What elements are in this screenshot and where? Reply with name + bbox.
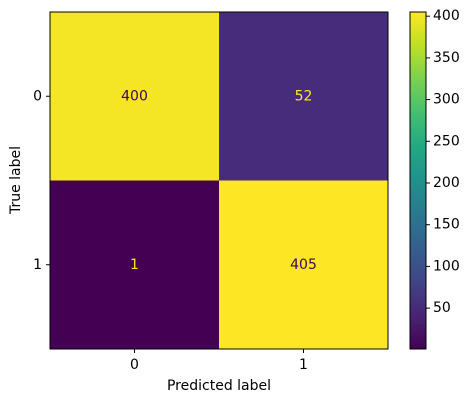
cell — [219, 180, 388, 349]
plot-frame — [49, 11, 389, 350]
cell — [219, 12, 388, 181]
x-tick-label: 1 — [299, 357, 308, 373]
y-tick-label: 0 — [33, 88, 42, 104]
y-tick-label: 1 — [33, 257, 42, 273]
colorbar-tick-label: 50 — [433, 300, 451, 316]
colorbar-tick-label: 150 — [433, 217, 460, 233]
colorbar-tick-label: 300 — [433, 92, 460, 108]
x-axis-label: Predicted label — [167, 378, 271, 394]
cell-label: 52 — [295, 88, 313, 104]
y-axis-label: True label — [8, 146, 24, 215]
x-tick-label: 0 — [130, 357, 139, 373]
matrix — [50, 12, 388, 349]
colorbar-tick-label: 350 — [433, 50, 460, 66]
cell-label: 400 — [121, 88, 148, 104]
cell — [50, 12, 219, 181]
cell-label: 405 — [290, 257, 317, 273]
colorbar-tick-label: 100 — [433, 258, 460, 274]
cell-label: 1 — [130, 257, 139, 273]
colorbar-tick-label: 400 — [433, 8, 460, 24]
colorbar-tick-label: 250 — [433, 133, 460, 149]
colorbar — [409, 11, 427, 350]
cell — [50, 180, 219, 349]
colorbar-tick-label: 200 — [433, 175, 460, 191]
